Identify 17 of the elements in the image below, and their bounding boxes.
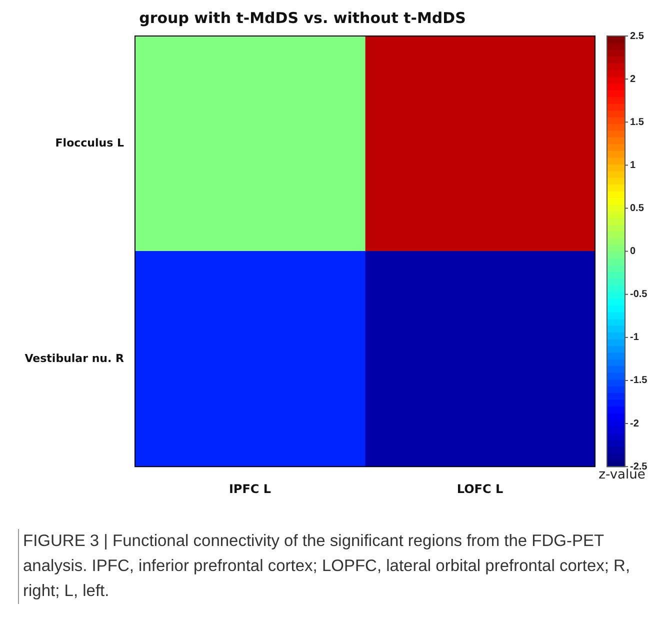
color-bar-label: -2 xyxy=(630,418,640,430)
color-bar-label: 1 xyxy=(630,160,636,171)
x-tick-label: LOFC L xyxy=(456,482,504,496)
color-bar-label: 1.5 xyxy=(630,116,644,128)
color-bar-label: 0 xyxy=(630,246,636,258)
color-bar-label: -1 xyxy=(630,332,640,344)
x-tick-label: IPFC L xyxy=(228,482,272,496)
color-bar-label: -2.5 xyxy=(630,461,648,472)
y-tick-label: Vestibular nu. R xyxy=(24,352,125,365)
color-bar-label: 2 xyxy=(630,74,636,85)
color-bar-label: 0.5 xyxy=(630,202,644,214)
color-bar-label: -1.5 xyxy=(630,375,648,386)
color-bar-label: 2.5 xyxy=(630,30,644,42)
y-tick-label: Flocculus L xyxy=(55,136,124,150)
caption: FIGURE 3 | Functional connectivity of the significant regions from the FDG-PET analysis. IPFC, inferior prefrontal cortex; LOPFC, lateral orbital prefrontal cortex; R, right; L, left. xyxy=(18,529,637,604)
chart-title: group with t-MdDS vs. without t-MdDS xyxy=(139,8,466,27)
color-bar-label: -0.5 xyxy=(630,289,648,300)
